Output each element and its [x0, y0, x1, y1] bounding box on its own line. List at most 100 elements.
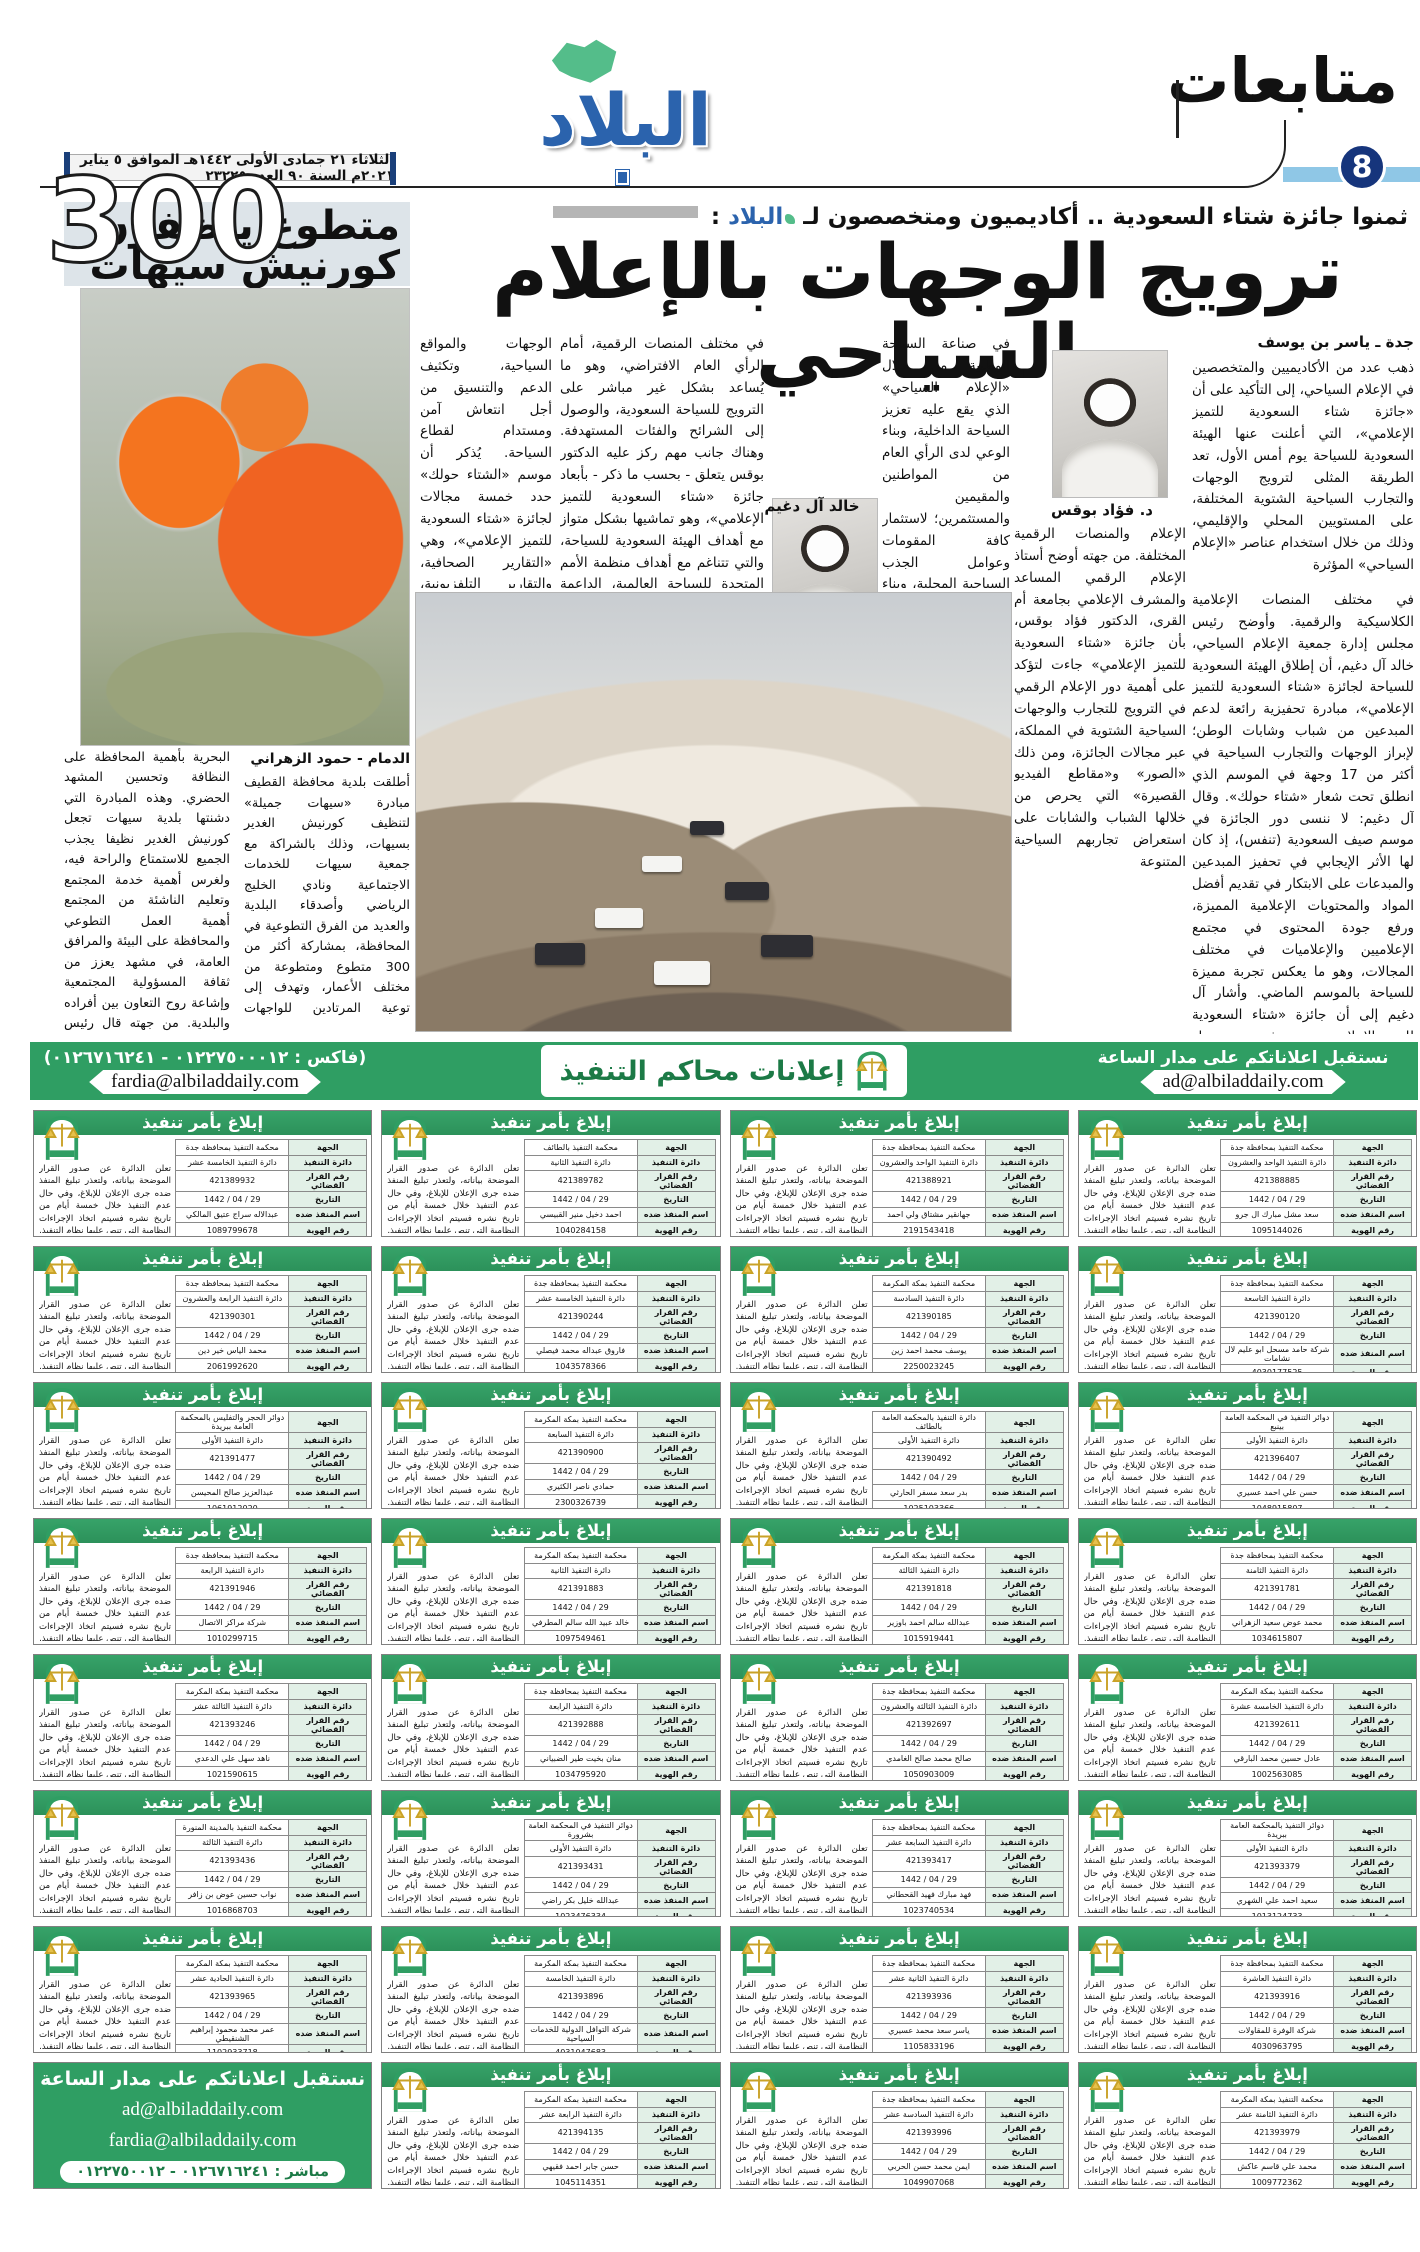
label-debtor-name: اسم المنفذ ضده [1333, 1893, 1411, 1908]
date-value: 29 / 04 / 1442 [900, 1330, 957, 1340]
ads-header-email[interactable]: ad@albiladdaily.com [1140, 1070, 1345, 1094]
label-circuit: دائرة التنفيذ [1333, 1291, 1411, 1306]
ministry-justice-icon [1088, 1932, 1125, 1976]
notice-body-text: تعلن الدائرة عن صدور القرار الموضحة بيان… [39, 1708, 171, 1777]
notice-title: إبلاغ بأمر تنفيذ [730, 1927, 1068, 1951]
decision-no-value: 421388921 [905, 1176, 952, 1186]
label-date: التاريخ [288, 1736, 367, 1751]
authority-value: دوائر التنفيذ بالمحكمة العامة ببريدة [1230, 1821, 1324, 1840]
label-date: التاريخ [288, 1192, 367, 1207]
debtor-name-value: سعد مشل مبارك ال جرو [1235, 1210, 1319, 1220]
label-decision-no: رقم القرار القضائي [288, 1579, 367, 1599]
decision-no-value: 421391883 [557, 1584, 604, 1594]
date-value: 29 / 04 / 1442 [204, 2010, 261, 2020]
notice-title: إبلاغ بأمر تنفيذ [382, 2063, 720, 2087]
label-authority: الجهة [636, 2092, 715, 2107]
label-authority: الجهة [288, 1820, 367, 1835]
contact-email-1[interactable]: ad@albiladdaily.com [121, 2099, 284, 2120]
id-no-value: 2250023245 [903, 1362, 955, 1372]
date-value: 29 / 04 / 1442 [552, 1602, 609, 1612]
id-no-value: 4030177525 [1251, 1368, 1303, 1373]
label-authority: الجهة [984, 1684, 1063, 1699]
decision-no-value: 421391818 [905, 1584, 952, 1594]
label-authority: الجهة [288, 1140, 367, 1155]
id-no-value: 1025103366 [903, 1504, 955, 1509]
notice-title: إبلاغ بأمر تنفيذ [382, 1383, 720, 1407]
label-debtor-name: اسم المنفذ ضده [984, 2159, 1063, 2174]
execution-notice-card: إبلاغ بأمر تنفيذ الجهة محكمة التنفيذ بمكة… [1077, 2062, 1417, 2189]
label-date: التاريخ [636, 1877, 715, 1893]
label-id-no: رقم الهوية [984, 1631, 1063, 1644]
label-circuit: دائرة التنفيذ [636, 1563, 715, 1578]
decision-no-value: 421391477 [209, 1454, 256, 1464]
notice-table: الجهة محكمة التنفيذ بمحافظة جدة دائرة الت… [871, 2091, 1064, 2188]
notice-body-text: تعلن الدائرة عن صدور القرار الموضحة بيان… [387, 1844, 520, 1913]
debtor-name-value: جهانقير مشتاق ولي احمد [887, 1210, 971, 1220]
decision-no-value: 421396407 [1254, 1454, 1300, 1464]
circuit-value: دائرة التنفيذ التاسعة [1243, 1294, 1311, 1304]
decision-no-value: 421393979 [1254, 2128, 1300, 2138]
notice-body-text: تعلن الدائرة عن صدور القرار الموضحة بيان… [1083, 1572, 1216, 1641]
circuit-value: دائرة التنفيذ الثالثة [898, 1566, 960, 1576]
label-date: التاريخ [1333, 2008, 1411, 2023]
label-id-no: رقم الهوية [288, 1903, 367, 1916]
id-no-value: 1015919441 [903, 1634, 955, 1644]
label-circuit: دائرة التنفيذ [1333, 2107, 1411, 2122]
label-date: التاريخ [636, 1328, 715, 1343]
circuit-value: دائرة التنفيذ السادسة عشر [884, 2110, 974, 2120]
authority-value: محكمة التنفيذ بمكة المكرمة [185, 1958, 279, 1968]
decision-no-value: 421393246 [209, 1720, 256, 1730]
notice-table: الجهة محكمة التنفيذ بمكة المكرمة دائرة ال… [1220, 1683, 1412, 1780]
notice-body-text: تعلن الدائرة عن صدور القرار الموضحة بيان… [735, 1708, 868, 1777]
label-date: التاريخ [636, 1192, 715, 1207]
circuit-value: دائرة التنفيذ الرابعة [200, 1566, 265, 1576]
label-authority: الجهة [1333, 1412, 1411, 1433]
execution-notice-card: إبلاغ بأمر تنفيذ الجهة محكمة التنفيذ بمكة… [33, 1926, 373, 2053]
date-value: 29 / 04 / 1442 [1248, 2146, 1306, 2156]
authority-value: دوائر التنفيذ في المحكمة العامة بشرورة [528, 1821, 633, 1840]
label-circuit: دائرة التنفيذ [636, 2107, 715, 2122]
notice-body-text: تعلن الدائرة عن صدور القرار الموضحة بيان… [735, 1436, 868, 1505]
authority-value: محكمة التنفيذ بمحافظة جدة [185, 1550, 279, 1560]
decision-no-value: 421393417 [905, 1856, 952, 1866]
id-no-value: 1034615807 [1251, 1634, 1303, 1644]
label-id-no: رقم الهوية [636, 1631, 715, 1644]
label-circuit: دائرة التنفيذ [1333, 1433, 1411, 1448]
id-no-value: 1097549461 [555, 1634, 607, 1644]
ads-header-right: نستقبل اعلاناتكم على مدار الساعة ad@albi… [1078, 1048, 1408, 1094]
circuit-value: دائرة التنفيذ الثامنة [1245, 1566, 1309, 1576]
id-no-value: 1016868703 [206, 1906, 258, 1916]
label-debtor-name: اسم المنفذ ضده [984, 1207, 1063, 1222]
execution-notice-card: إبلاغ بأمر تنفيذ الجهة محكمة التنفيذ بمحا… [729, 1926, 1069, 2053]
label-debtor-name: اسم المنفذ ضده [288, 1615, 367, 1630]
ministry-justice-icon [392, 1116, 429, 1160]
notice-table: الجهة دوائر التنفيذ بالمحكمة العامة ببريد… [1220, 1819, 1412, 1916]
label-debtor-name: اسم المنفذ ضده [636, 1343, 715, 1358]
ministry-justice-icon [392, 1524, 429, 1568]
ads-header-email2[interactable]: fardia@albiladdaily.com [89, 1070, 321, 1094]
id-no-value: 1089799678 [206, 1226, 258, 1236]
notice-title: إبلاغ بأمر تنفيذ [1078, 1519, 1416, 1543]
label-decision-no: رقم القرار القضائي [1333, 1579, 1411, 1599]
contact-email-2[interactable]: fardia@albiladdaily.com [108, 2130, 297, 2151]
logo-mark [615, 169, 630, 186]
label-date: التاريخ [636, 1736, 715, 1751]
circuit-value: دائرة التنفيذ الخامسة عشر [187, 1158, 277, 1168]
label-circuit: دائرة التنفيذ [1333, 1155, 1411, 1170]
execution-notice-card: إبلاغ بأمر تنفيذ الجهة محكمة التنفيذ بمكة… [381, 2062, 721, 2189]
notice-body-text: تعلن الدائرة عن صدور القرار الموضحة بيان… [1083, 1980, 1216, 2049]
label-decision-no: رقم القرار القضائي [636, 1715, 715, 1735]
label-authority: الجهة [288, 1684, 367, 1699]
decision-no-value: 421390185 [905, 1312, 952, 1322]
label-id-no: رقم الهوية [984, 1903, 1063, 1916]
label-date: التاريخ [288, 1469, 367, 1485]
label-decision-no: رقم القرار القضائي [288, 1987, 367, 2007]
label-authority: الجهة [636, 1684, 715, 1699]
circuit-value: دائرة التنفيذ الرابعة والعشرون [182, 1294, 283, 1304]
label-debtor-name: اسم المنفذ ضده [984, 1615, 1063, 1630]
label-decision-no: رقم القرار القضائي [636, 1579, 715, 1599]
date-value: 29 / 04 / 1442 [900, 1738, 957, 1748]
authority-value: محكمة التنفيذ بمحافظة جدة [1230, 1550, 1324, 1560]
execution-notice-card: إبلاغ بأمر تنفيذ الجهة محكمة التنفيذ بمكة… [381, 1382, 721, 1509]
decision-no-value: 421388885 [1254, 1176, 1300, 1186]
